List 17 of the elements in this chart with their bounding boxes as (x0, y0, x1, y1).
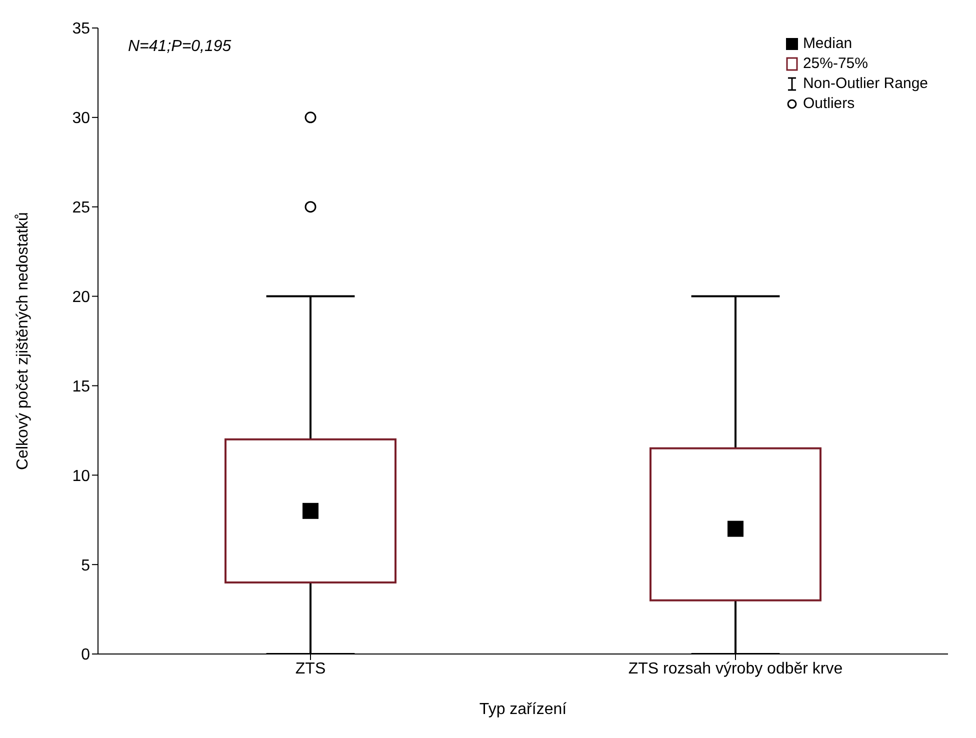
x-tick-label: ZTS (295, 660, 326, 678)
y-tick-label: 5 (81, 557, 90, 574)
y-axis-title: Celkový počet zjištěných nedostatků (14, 212, 32, 470)
y-tick-label: 30 (72, 110, 90, 128)
y-tick-label: 35 (72, 20, 90, 38)
y-tick-label: 15 (72, 378, 90, 396)
annotation: 25%-75% (802, 54, 868, 74)
annotation: Median (802, 34, 852, 54)
annotation: Outliers (802, 94, 855, 114)
y-tick-label: 25 (72, 200, 90, 217)
y-tick-label: 0 (81, 646, 90, 664)
annotation: N=41;P=0,195 (128, 38, 232, 56)
annotation: Non-Outlier Range (802, 74, 928, 94)
y-tick-label: 10 (72, 468, 90, 485)
x-tick-label: ZTS rozsah výroby odběr krve (628, 660, 843, 678)
y-tick-label: 20 (72, 288, 90, 306)
x-axis-title: Typ zařízení (479, 701, 568, 718)
